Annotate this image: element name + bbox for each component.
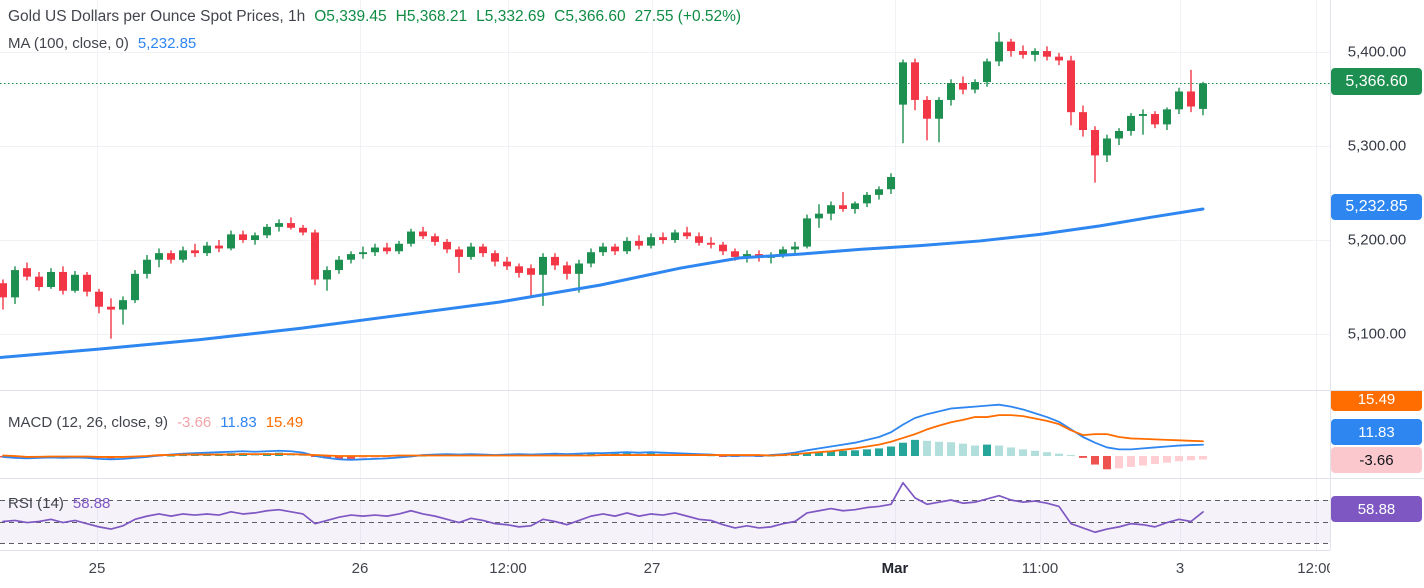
low-value: L5,332.69 [476, 8, 546, 25]
ma-price-badge: 5,232.85 [1331, 194, 1422, 220]
close-value: C5,366.60 [554, 8, 626, 25]
ma-value: 5,232.85 [137, 35, 197, 52]
time-tick-label: 27 [643, 560, 661, 577]
rsi-value: 58.88 [72, 495, 111, 512]
price-tick-label: 5,200.00 [1347, 231, 1407, 249]
rsi-badge: 58.88 [1331, 496, 1422, 522]
macd-legend[interactable]: MACD (12, 26, close, 9) -3.66 11.83 15.4… [8, 413, 303, 433]
time-tick-label: 12:00 [1297, 560, 1330, 577]
chart-canvas[interactable] [0, 0, 1424, 550]
macd-hist-badge: -3.66 [1331, 447, 1422, 473]
rsi-label: RSI (14) [8, 495, 64, 512]
macd-line-badge: 11.83 [1331, 419, 1422, 445]
macd-label: MACD (12, 26, close, 9) [8, 414, 169, 431]
time-tick-label: 11:00 [1021, 560, 1059, 577]
time-tick-label: 3 [1175, 560, 1185, 577]
ma-label: MA (100, close, 0) [8, 35, 129, 52]
time-tick-label: Mar [881, 560, 909, 577]
macd-line-value: 11.83 [220, 414, 257, 431]
macd-signal-badge: 15.49 [1331, 391, 1422, 411]
symbol-title: Gold US Dollars per Ounce Spot Prices, 1… [8, 8, 306, 25]
macd-badge-stack: 15.49 11.83 -3.66 [1331, 391, 1422, 477]
time-tick-label: 25 [88, 560, 106, 577]
price-tick-label: 5,300.00 [1347, 137, 1407, 155]
price-scale[interactable]: 5,400.00 5,300.00 5,200.00 5,100.00 5,366.6… [1330, 0, 1424, 550]
time-tick-label: 26 [351, 560, 369, 577]
high-value: H5,368.21 [395, 8, 468, 25]
time-tick-label: 12:00 [489, 560, 527, 577]
rsi-legend[interactable]: RSI (14) 58.88 [8, 494, 110, 514]
last-price-badge: 5,366.60 [1331, 68, 1422, 95]
macd-hist-value: -3.66 [177, 414, 212, 431]
time-axis[interactable]: 25 26 12:00 27 Mar 11:00 3 12:00 [0, 550, 1330, 588]
macd-signal-value: 15.49 [265, 414, 304, 431]
ma-legend[interactable]: MA (100, close, 0) 5,232.85 [8, 34, 196, 54]
change-value: 27.55 (+0.52%) [634, 8, 742, 25]
open-value: O5,339.45 [314, 8, 387, 25]
price-tick-label: 5,100.00 [1347, 325, 1407, 343]
symbol-legend[interactable]: Gold US Dollars per Ounce Spot Prices, 1… [8, 7, 741, 27]
price-tick-label: 5,400.00 [1347, 43, 1407, 61]
